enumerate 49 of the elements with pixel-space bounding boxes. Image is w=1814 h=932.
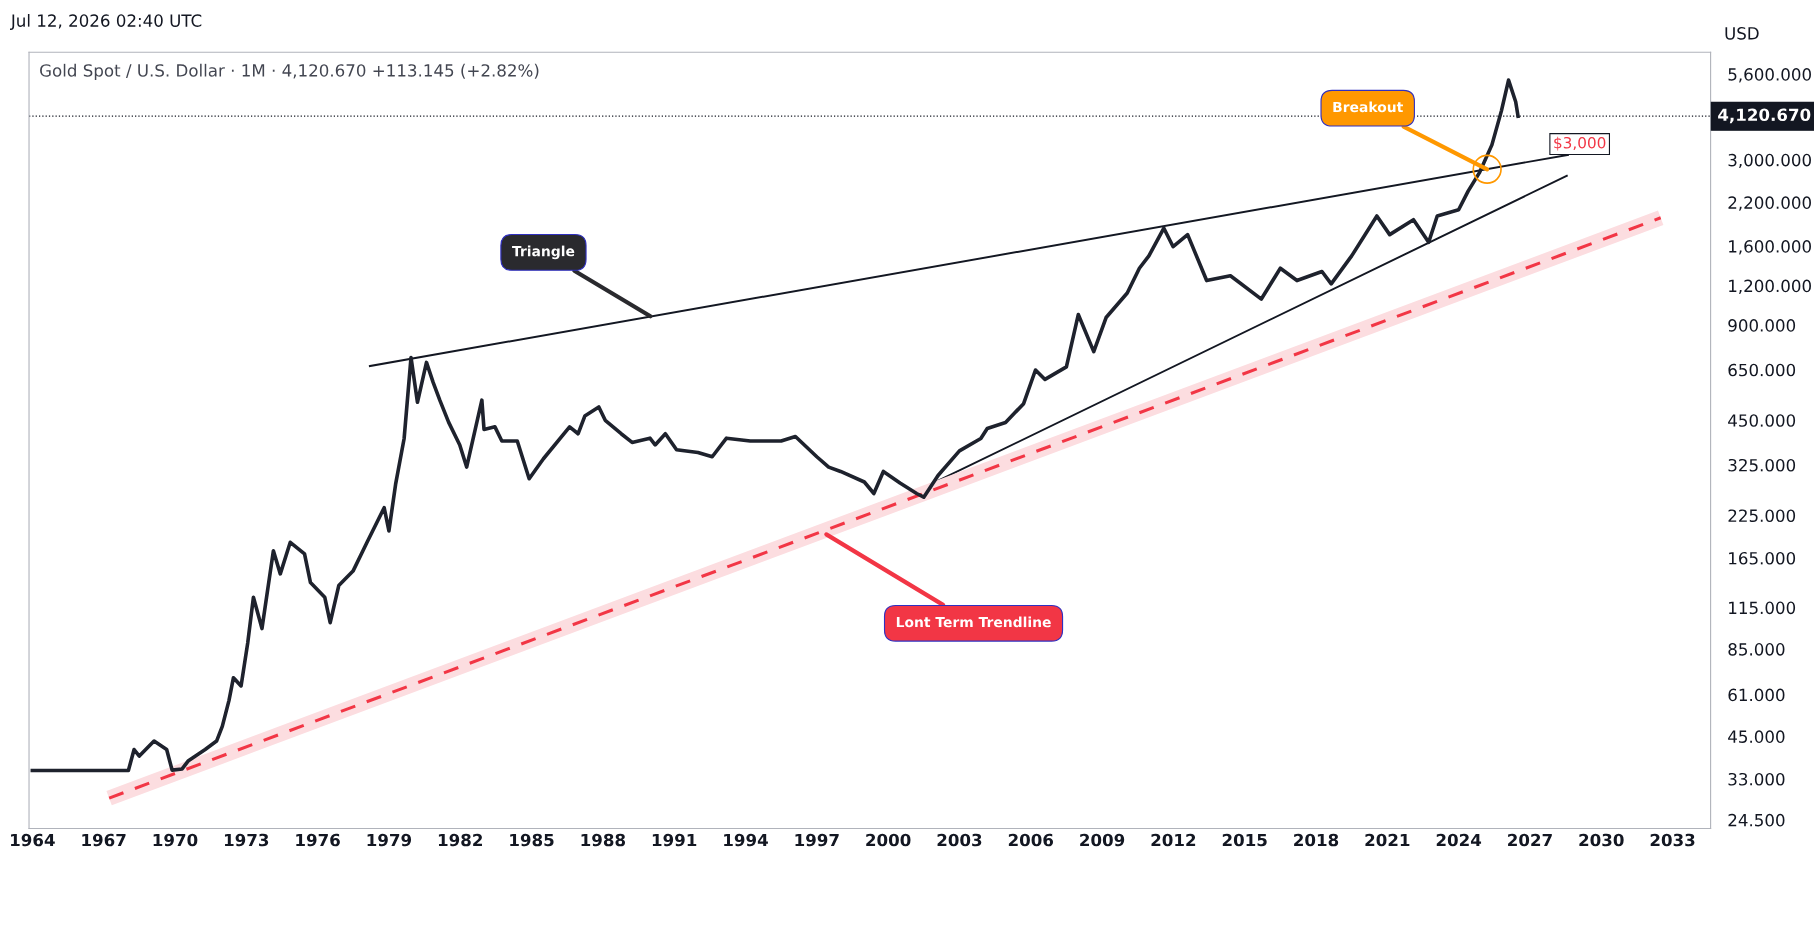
x-tick-label: 1991 — [652, 833, 697, 847]
x-tick-label: 1985 — [510, 833, 554, 847]
y-tick-label: 165.000 — [1729, 551, 1796, 565]
ref-line-label: 4,120.670 — [1718, 108, 1811, 124]
x-tick-label: 1997 — [795, 833, 839, 847]
y-tick-label: 24.500 — [1728, 813, 1785, 827]
y-tick-label: 650.000 — [1728, 363, 1796, 377]
y-tick-label: 1,600.000 — [1729, 240, 1811, 255]
x-tick-label: 2033 — [1650, 833, 1695, 847]
annotation: Lont Term Trendline — [896, 616, 1051, 628]
annotation: Breakout — [1333, 101, 1403, 113]
y-tick-label: 33.000 — [1728, 772, 1785, 786]
y-tick-label: 325.000 — [1728, 458, 1796, 472]
y-tick-label: 3,000.000 — [1728, 153, 1811, 169]
x-tick-label: 1973 — [224, 833, 269, 847]
x-tick-label: 2000 — [866, 833, 911, 847]
x-tick-label: 2015 — [1222, 833, 1267, 847]
x-tick-label: 1979 — [367, 833, 412, 847]
y-tick-label: 450.000 — [1728, 414, 1796, 427]
x-tick-label: 2018 — [1294, 833, 1339, 847]
y-tick-label: 45.000 — [1728, 730, 1785, 743]
x-tick-label: 2006 — [1008, 833, 1054, 847]
x-tick-label: 2021 — [1365, 833, 1410, 847]
y-tick-label: 5,600.000 — [1728, 68, 1811, 83]
x-tick-label: 2027 — [1508, 833, 1552, 847]
text: Jul 12, 2026 02:40 UTC — [10, 13, 202, 30]
text: Gold Spot / U.S. Dollar · 1M · 4,120.670 +113.145 (+2.82%) — [40, 63, 539, 80]
x-tick-label: 2030 — [1579, 833, 1624, 847]
x-tick-label: 1970 — [153, 833, 198, 847]
y-tick-label: 225.000 — [1728, 509, 1796, 523]
x-tick-label: 1976 — [296, 833, 340, 847]
y-tick-label: 85.000 — [1728, 643, 1785, 656]
annotation: Triangle — [512, 245, 575, 260]
annotation: $3,000 — [1554, 136, 1606, 151]
x-tick-label: 2009 — [1080, 833, 1125, 847]
y-tick-label: 2,200.000 — [1728, 196, 1811, 211]
x-tick-label: 1982 — [438, 833, 482, 847]
y-tick-label: 900.000 — [1728, 319, 1796, 332]
x-tick-label: 1988 — [581, 833, 626, 847]
y-tick-label: 115.000 — [1729, 601, 1796, 615]
x-tick-label: 1964 — [11, 833, 55, 847]
y-axis-title: USD — [1725, 27, 1759, 40]
x-tick-label: 2012 — [1151, 833, 1196, 847]
x-tick-label: 2003 — [937, 833, 982, 847]
x-tick-label: 1967 — [82, 833, 126, 847]
y-tick-label: 1,200.000 — [1729, 279, 1811, 294]
y-tick-label: 61.000 — [1728, 688, 1785, 702]
x-tick-label: 1994 — [724, 833, 768, 847]
x-tick-label: 2024 — [1436, 833, 1482, 847]
